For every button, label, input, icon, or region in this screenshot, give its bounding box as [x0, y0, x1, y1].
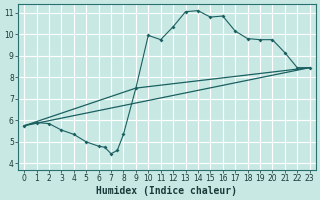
X-axis label: Humidex (Indice chaleur): Humidex (Indice chaleur): [96, 186, 237, 196]
